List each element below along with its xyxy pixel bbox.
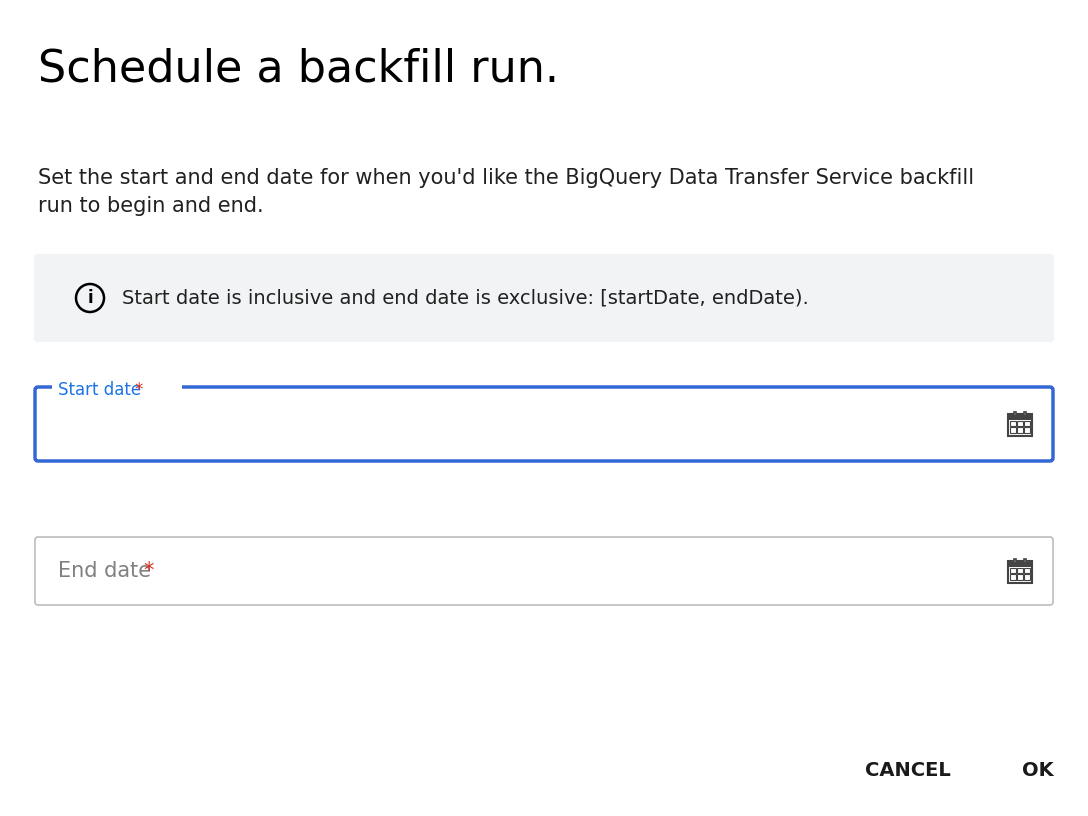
Text: Start date is inclusive and end date is exclusive: [startDate, endDate).: Start date is inclusive and end date is … — [122, 289, 808, 308]
Text: End date: End date — [58, 561, 151, 581]
Bar — [1014, 558, 1016, 563]
FancyBboxPatch shape — [34, 254, 1054, 342]
Bar — [52, 380, 182, 400]
Bar — [1017, 421, 1024, 427]
Text: *: * — [143, 561, 153, 581]
Text: CANCEL: CANCEL — [865, 761, 951, 779]
Bar — [1017, 568, 1024, 574]
Bar — [1024, 411, 1026, 416]
FancyBboxPatch shape — [1007, 415, 1033, 436]
Text: run to begin and end.: run to begin and end. — [38, 196, 263, 216]
Bar — [1007, 561, 1033, 566]
Bar — [1011, 568, 1016, 574]
Text: Set the start and end date for when you'd like the BigQuery Data Transfer Servic: Set the start and end date for when you'… — [38, 168, 974, 188]
Bar — [1007, 415, 1033, 419]
Bar — [1024, 558, 1026, 563]
Bar — [1017, 574, 1024, 579]
Text: *: * — [134, 381, 143, 399]
Text: i: i — [87, 289, 92, 307]
Bar — [1014, 411, 1016, 416]
Text: Start date: Start date — [58, 381, 141, 399]
Bar — [1024, 428, 1030, 432]
Bar — [1017, 428, 1024, 432]
Bar — [1024, 568, 1030, 574]
Bar — [1011, 428, 1016, 432]
FancyBboxPatch shape — [35, 537, 1053, 605]
Bar — [1011, 574, 1016, 579]
FancyBboxPatch shape — [35, 387, 1053, 461]
FancyBboxPatch shape — [1007, 561, 1033, 583]
Text: Schedule a backfill run.: Schedule a backfill run. — [38, 48, 559, 91]
Bar — [1024, 421, 1030, 427]
Bar — [1011, 421, 1016, 427]
Text: OK: OK — [1023, 761, 1054, 779]
Bar — [1024, 574, 1030, 579]
